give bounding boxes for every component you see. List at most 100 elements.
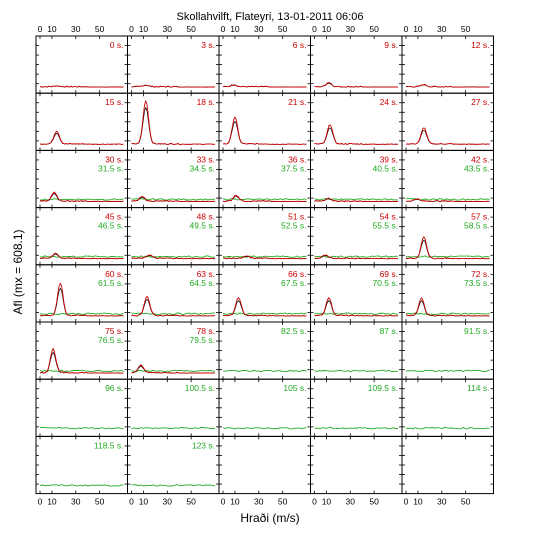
panel-27: 82.5 s. (218, 321, 311, 380)
panel-26: 78 s.79.5 s. (127, 321, 220, 380)
panel-time-label-green: 109.5 s. (368, 383, 398, 393)
green-series-line (131, 312, 216, 315)
red-series-line (314, 254, 399, 260)
panel-17: 51 s.52.5 s. (218, 207, 311, 266)
green-series-line (222, 255, 307, 258)
x-tick-label-bottom: 50 (278, 497, 288, 507)
green-series-line (39, 369, 124, 373)
panel-1: 3 s. (127, 35, 220, 94)
green-series-line (131, 369, 216, 373)
red-series-line (39, 130, 124, 145)
panel-time-label-red: 78 s. (197, 326, 215, 336)
x-tick-label-bottom: 10 (139, 497, 149, 507)
green-series-line (314, 369, 399, 373)
panel-34: 114 s. (401, 378, 494, 437)
black-series-line (405, 129, 490, 145)
x-tick-label-top: 50 (186, 24, 196, 34)
x-tick-label-bottom: 50 (186, 497, 196, 507)
panel-frame (310, 435, 403, 495)
panel-29: 91.5 s. (401, 321, 494, 380)
x-tick-label-bottom: 0 (38, 497, 43, 507)
green-series-line (222, 369, 307, 373)
red-series-line (222, 84, 307, 88)
panel-time-label-green: 118.5 s. (94, 440, 124, 450)
green-series-line (222, 198, 307, 201)
panel-5: 15 s. (35, 92, 128, 151)
x-tick-label-bottom: 30 (346, 497, 356, 507)
panel-3: 9 s. (310, 35, 403, 94)
green-series-line (314, 312, 399, 315)
panel-time-label-green: 52.5 s. (281, 221, 307, 231)
panel-35: 118.5 s. (35, 435, 128, 495)
panel-time-label-red: 57 s. (471, 212, 489, 222)
x-tick-label-top: 30 (254, 24, 264, 34)
x-tick-label-top: 30 (437, 24, 447, 34)
red-series-line (314, 82, 399, 88)
red-series-line (314, 124, 399, 145)
panel-frame (401, 435, 494, 495)
red-series-line (39, 347, 124, 374)
panel-23: 69 s.70.5 s. (310, 264, 403, 323)
panel-time-label-red: 3 s. (201, 40, 215, 50)
x-tick-label-top: 30 (346, 24, 356, 34)
panel-32: 105 s. (218, 378, 311, 437)
green-series-line (405, 255, 490, 258)
green-series-line (39, 484, 124, 487)
panel-9: 27 s. (401, 92, 494, 151)
x-tick-label-top: 50 (461, 24, 471, 34)
x-tick-label-bottom: 30 (163, 497, 173, 507)
panel-time-label-red: 15 s. (105, 97, 123, 107)
panel-time-label-red: 72 s. (471, 269, 489, 279)
panel-25: 75 s.76.5 s. (35, 321, 128, 380)
panel-time-label-red: 69 s. (380, 269, 398, 279)
panel-37 (218, 435, 311, 495)
x-tick-label-top: 10 (413, 24, 423, 34)
panel-time-label-green: 96 s. (105, 383, 123, 393)
panel-21: 63 s.64.5 s. (127, 264, 220, 323)
x-tick-label-top: 30 (71, 24, 81, 34)
y-axis-label: Afl (mx = 608.1) (11, 229, 25, 314)
x-tick-label-top: 0 (38, 24, 43, 34)
red-series-line (405, 127, 490, 145)
x-tick-label-bottom: 50 (461, 497, 471, 507)
x-tick-label-top: 10 (322, 24, 332, 34)
panel-time-label-red: 42 s. (471, 154, 489, 164)
red-series-line (222, 194, 307, 203)
panel-time-label-green: 73.5 s. (464, 278, 490, 288)
panel-30: 96 s. (35, 378, 128, 437)
panel-38 (310, 435, 403, 495)
panel-time-label-red: 63 s. (197, 269, 215, 279)
panel-time-label-green: 87 s. (380, 326, 398, 336)
green-series-line (131, 255, 215, 258)
x-tick-label-bottom: 50 (95, 497, 105, 507)
green-series-line (222, 312, 307, 315)
x-tick-label-top: 10 (139, 24, 149, 34)
panel-time-label-green: 43.5 s. (464, 163, 490, 173)
panel-31: 100.5 s. (127, 378, 220, 437)
chart-title: Skollahvilft, Flateyri, 13-01-2011 06:06 (177, 11, 364, 23)
green-series-line (405, 426, 490, 430)
panel-time-label-red: 33 s. (197, 154, 215, 164)
panel-time-label-red: 30 s. (105, 154, 123, 164)
panel-10: 30 s.31.5 s. (35, 149, 128, 209)
red-series-line (131, 99, 216, 145)
panel-grid: 0 s. 3 s. 6 s. 9 s. 12 s. 15 s. 18 s. 21 s. 24 s… (35, 35, 494, 495)
x-tick-label-top: 10 (47, 24, 57, 34)
green-series-line (131, 198, 216, 201)
panel-time-label-green: 67.5 s. (281, 278, 307, 288)
green-series-line (39, 255, 124, 258)
panel-time-label-red: 21 s. (288, 97, 306, 107)
panel-time-label-red: 0 s. (110, 40, 124, 50)
x-tick-label-bottom: 0 (221, 497, 226, 507)
panel-18: 54 s.55.5 s. (310, 207, 403, 266)
x-tick-label-bottom: 30 (254, 497, 264, 507)
x-tick-label-top: 0 (221, 24, 226, 34)
panel-time-label-red: 18 s. (197, 97, 215, 107)
panel-time-label-green: 91.5 s. (464, 326, 490, 336)
panel-time-label-red: 12 s. (471, 40, 489, 50)
red-series-line (314, 297, 399, 317)
panel-time-label-green: 100.5 s. (185, 383, 215, 393)
red-series-line (314, 197, 398, 203)
panel-time-label-green: 79.5 s. (189, 335, 215, 345)
panel-time-label-red: 75 s. (105, 326, 123, 336)
